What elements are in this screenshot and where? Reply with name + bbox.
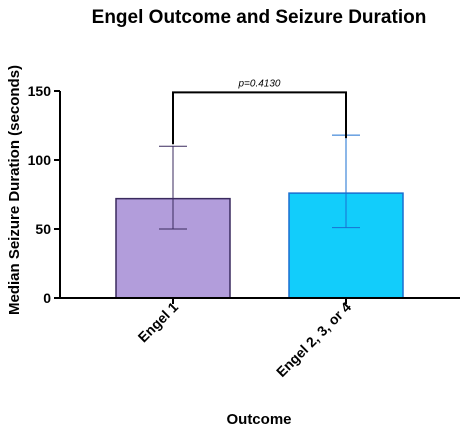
y-tick-label-50: 50 [35,221,51,237]
y-axis-label: Median Seizure Duration (seconds) [6,65,23,315]
x-tick-label-2: Engel 2, 3, or 4 [273,299,354,380]
p-value-annotation: p=0.4130 [238,78,281,89]
y-tick-label-150: 150 [28,83,52,99]
y-tick-label-0: 0 [43,290,51,306]
significance-bracket [172,91,347,145]
x-tick-label-1: Engel 1 [135,299,182,346]
x-axis-label: Outcome [226,411,291,428]
chart-title: Engel Outcome and Seizure Duration [92,7,427,28]
plot-area: 0 50 100 150 Engel 1 Engel 2, 3, or 4 p=0.4130 [28,78,460,380]
y-tick-label-100: 100 [28,152,52,168]
